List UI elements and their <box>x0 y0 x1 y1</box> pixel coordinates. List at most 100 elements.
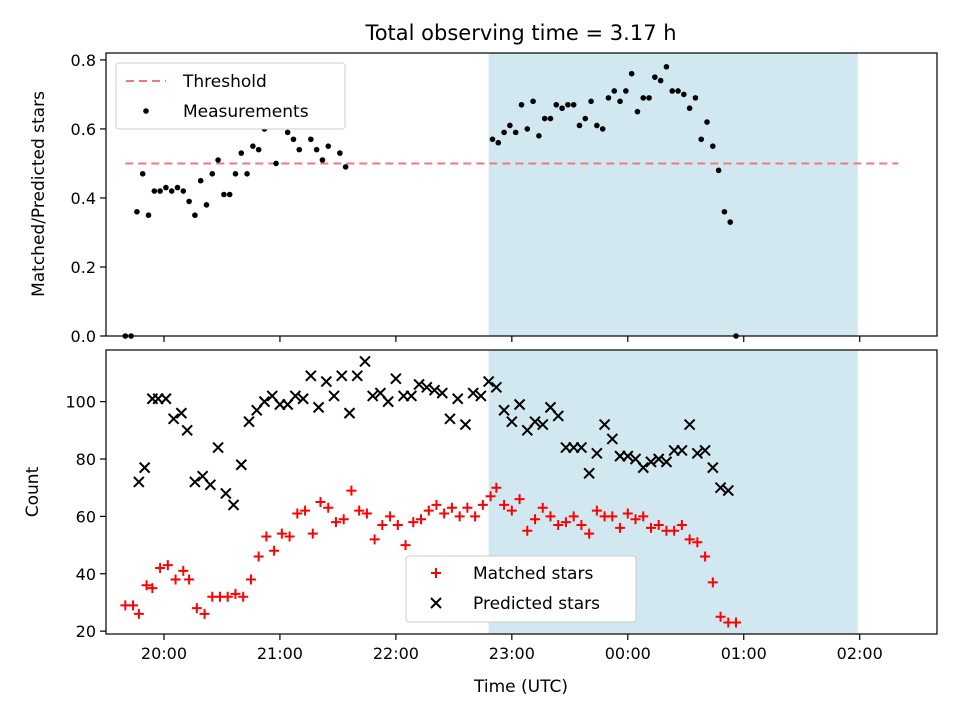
legend-measurements-label: Measurements <box>183 102 309 122</box>
measurement-point <box>652 74 658 80</box>
predicted-star-point <box>167 413 180 425</box>
predicted-star-point <box>467 387 479 399</box>
predicted-star-point <box>428 384 441 396</box>
legend-predicted-swatch <box>430 597 442 609</box>
measurement-point <box>570 101 577 108</box>
matched-star-point <box>576 519 587 530</box>
measurement-point <box>681 91 687 98</box>
predicted-star-point <box>707 461 719 474</box>
measurement-point <box>669 88 676 94</box>
y-tick-label: 100 <box>65 393 96 412</box>
matched-star-point <box>506 505 517 516</box>
measurement-point <box>319 157 326 163</box>
y-tick-label: 0.6 <box>71 120 96 139</box>
matched-star-point <box>645 522 656 533</box>
measurement-point <box>284 129 291 136</box>
measurement-point <box>296 146 303 153</box>
predicted-star-point <box>660 456 673 468</box>
measurement-point <box>518 101 525 108</box>
matched-star-point <box>560 517 571 528</box>
matched-star-point <box>731 617 742 628</box>
x-tick-label: 22:00 <box>373 644 419 663</box>
matched-star-point <box>622 508 633 519</box>
matched-star-point <box>184 574 195 585</box>
predicted-star-point <box>683 418 696 431</box>
predicted-star-point <box>598 418 611 431</box>
measurement-point <box>290 136 297 143</box>
y-axis-label-bottom: Count <box>23 466 43 517</box>
predicted-star-point <box>537 418 549 431</box>
legend-top: Threshold Measurements <box>115 62 346 130</box>
matched-star-point <box>385 511 396 522</box>
predicted-star-point <box>591 447 603 459</box>
matched-star-point <box>470 511 481 522</box>
measurement-point <box>512 129 519 136</box>
matched-star-point <box>715 611 726 622</box>
measurement-point <box>221 191 227 198</box>
predicted-star-point <box>204 479 217 491</box>
matched-star-point <box>369 534 380 545</box>
top-axes-frame <box>105 52 938 337</box>
predicted-star-point <box>699 444 711 457</box>
matched-star-point <box>416 514 427 525</box>
predicted-star-point <box>160 393 172 405</box>
x-tick-label: 02:00 <box>837 644 883 663</box>
matched-star-point <box>653 519 664 530</box>
matched-star-point <box>238 591 249 602</box>
legend-top-box <box>115 62 346 130</box>
x-tick-label: 21:00 <box>257 644 303 663</box>
matched-star-point <box>191 603 202 614</box>
predicted-star-point <box>490 381 503 394</box>
matched-star-point <box>630 514 641 525</box>
matched-star-point <box>315 497 326 508</box>
predicted-star-point <box>181 424 193 437</box>
matched-star-point <box>431 499 442 510</box>
x-tick-label: 20:00 <box>141 644 187 663</box>
matched-star-point <box>477 499 488 510</box>
predicted-star-point <box>722 484 734 497</box>
matched-star-point <box>133 608 144 619</box>
measurement-point <box>157 188 163 194</box>
measurement-point <box>605 95 612 101</box>
measurement-point <box>698 136 705 143</box>
matched-star-point <box>323 502 334 513</box>
legend-measurements-swatch <box>143 108 149 114</box>
predicted-star-point <box>258 395 271 408</box>
predicted-star-point <box>133 476 145 488</box>
predicted-star-point <box>552 410 564 422</box>
matched-star-point <box>199 608 210 619</box>
legend-bottom-box <box>405 555 637 623</box>
measurement-point <box>134 208 140 215</box>
top-panel-ratio: 0.0 0.2 0.4 0.6 0.8 Threshold Measurements <box>71 51 938 346</box>
y-tick-label: 0.0 <box>71 327 96 346</box>
legend-threshold-label: Threshold <box>182 72 267 92</box>
predicted-star-point <box>227 499 240 511</box>
measurement-point <box>715 167 722 174</box>
measurement-point <box>663 64 670 70</box>
predicted-star-point <box>312 401 325 414</box>
matched-star-point <box>454 511 465 522</box>
predicted-star-point <box>653 453 665 465</box>
matched-star-point <box>354 505 365 516</box>
matched-star-point <box>537 502 548 513</box>
predicted-star-point <box>529 416 541 428</box>
matched-star-point <box>162 560 173 571</box>
matched-star-point <box>530 514 541 525</box>
measurement-point <box>232 170 239 177</box>
x-tick-label: 01:00 <box>721 644 767 663</box>
predicted-star-point <box>676 444 688 457</box>
matched-star-point <box>545 511 556 522</box>
measurement-point <box>623 88 629 94</box>
matched-star-point <box>377 519 388 530</box>
top-series-0 <box>122 64 739 339</box>
chart-title: Total observing time = 3.17 h <box>364 21 676 45</box>
measurement-point <box>547 115 554 122</box>
predicted-star-point <box>637 461 649 474</box>
matched-star-point <box>155 563 166 574</box>
measurement-point <box>565 101 571 108</box>
predicted-star-point <box>235 459 247 471</box>
predicted-star-point <box>506 416 518 428</box>
predicted-star-point <box>513 398 526 411</box>
measurement-point <box>226 191 233 198</box>
predicted-star-point <box>413 378 425 391</box>
